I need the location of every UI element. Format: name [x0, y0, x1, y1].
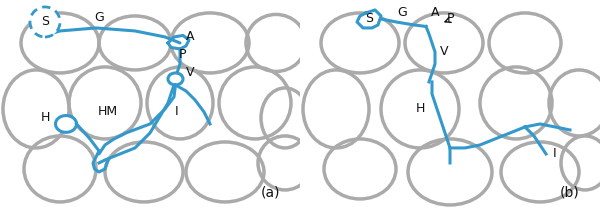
Text: P: P	[179, 48, 187, 61]
Text: (b): (b)	[560, 186, 580, 200]
Text: V: V	[186, 66, 195, 79]
Circle shape	[30, 7, 60, 37]
Ellipse shape	[168, 73, 183, 85]
Text: H: H	[415, 103, 425, 115]
Text: G: G	[94, 11, 104, 24]
Text: A: A	[431, 6, 439, 20]
Text: A: A	[186, 30, 195, 43]
Text: I: I	[175, 105, 179, 118]
Text: S: S	[41, 15, 49, 28]
Polygon shape	[357, 10, 381, 28]
Text: I: I	[553, 147, 557, 160]
Text: V: V	[440, 46, 448, 58]
Polygon shape	[168, 35, 189, 49]
Text: P: P	[446, 12, 454, 25]
Text: S: S	[365, 12, 373, 25]
Text: G: G	[397, 6, 407, 20]
Text: HM: HM	[98, 105, 118, 118]
Polygon shape	[56, 116, 77, 132]
Text: H: H	[40, 111, 50, 124]
Text: (a): (a)	[260, 186, 280, 200]
